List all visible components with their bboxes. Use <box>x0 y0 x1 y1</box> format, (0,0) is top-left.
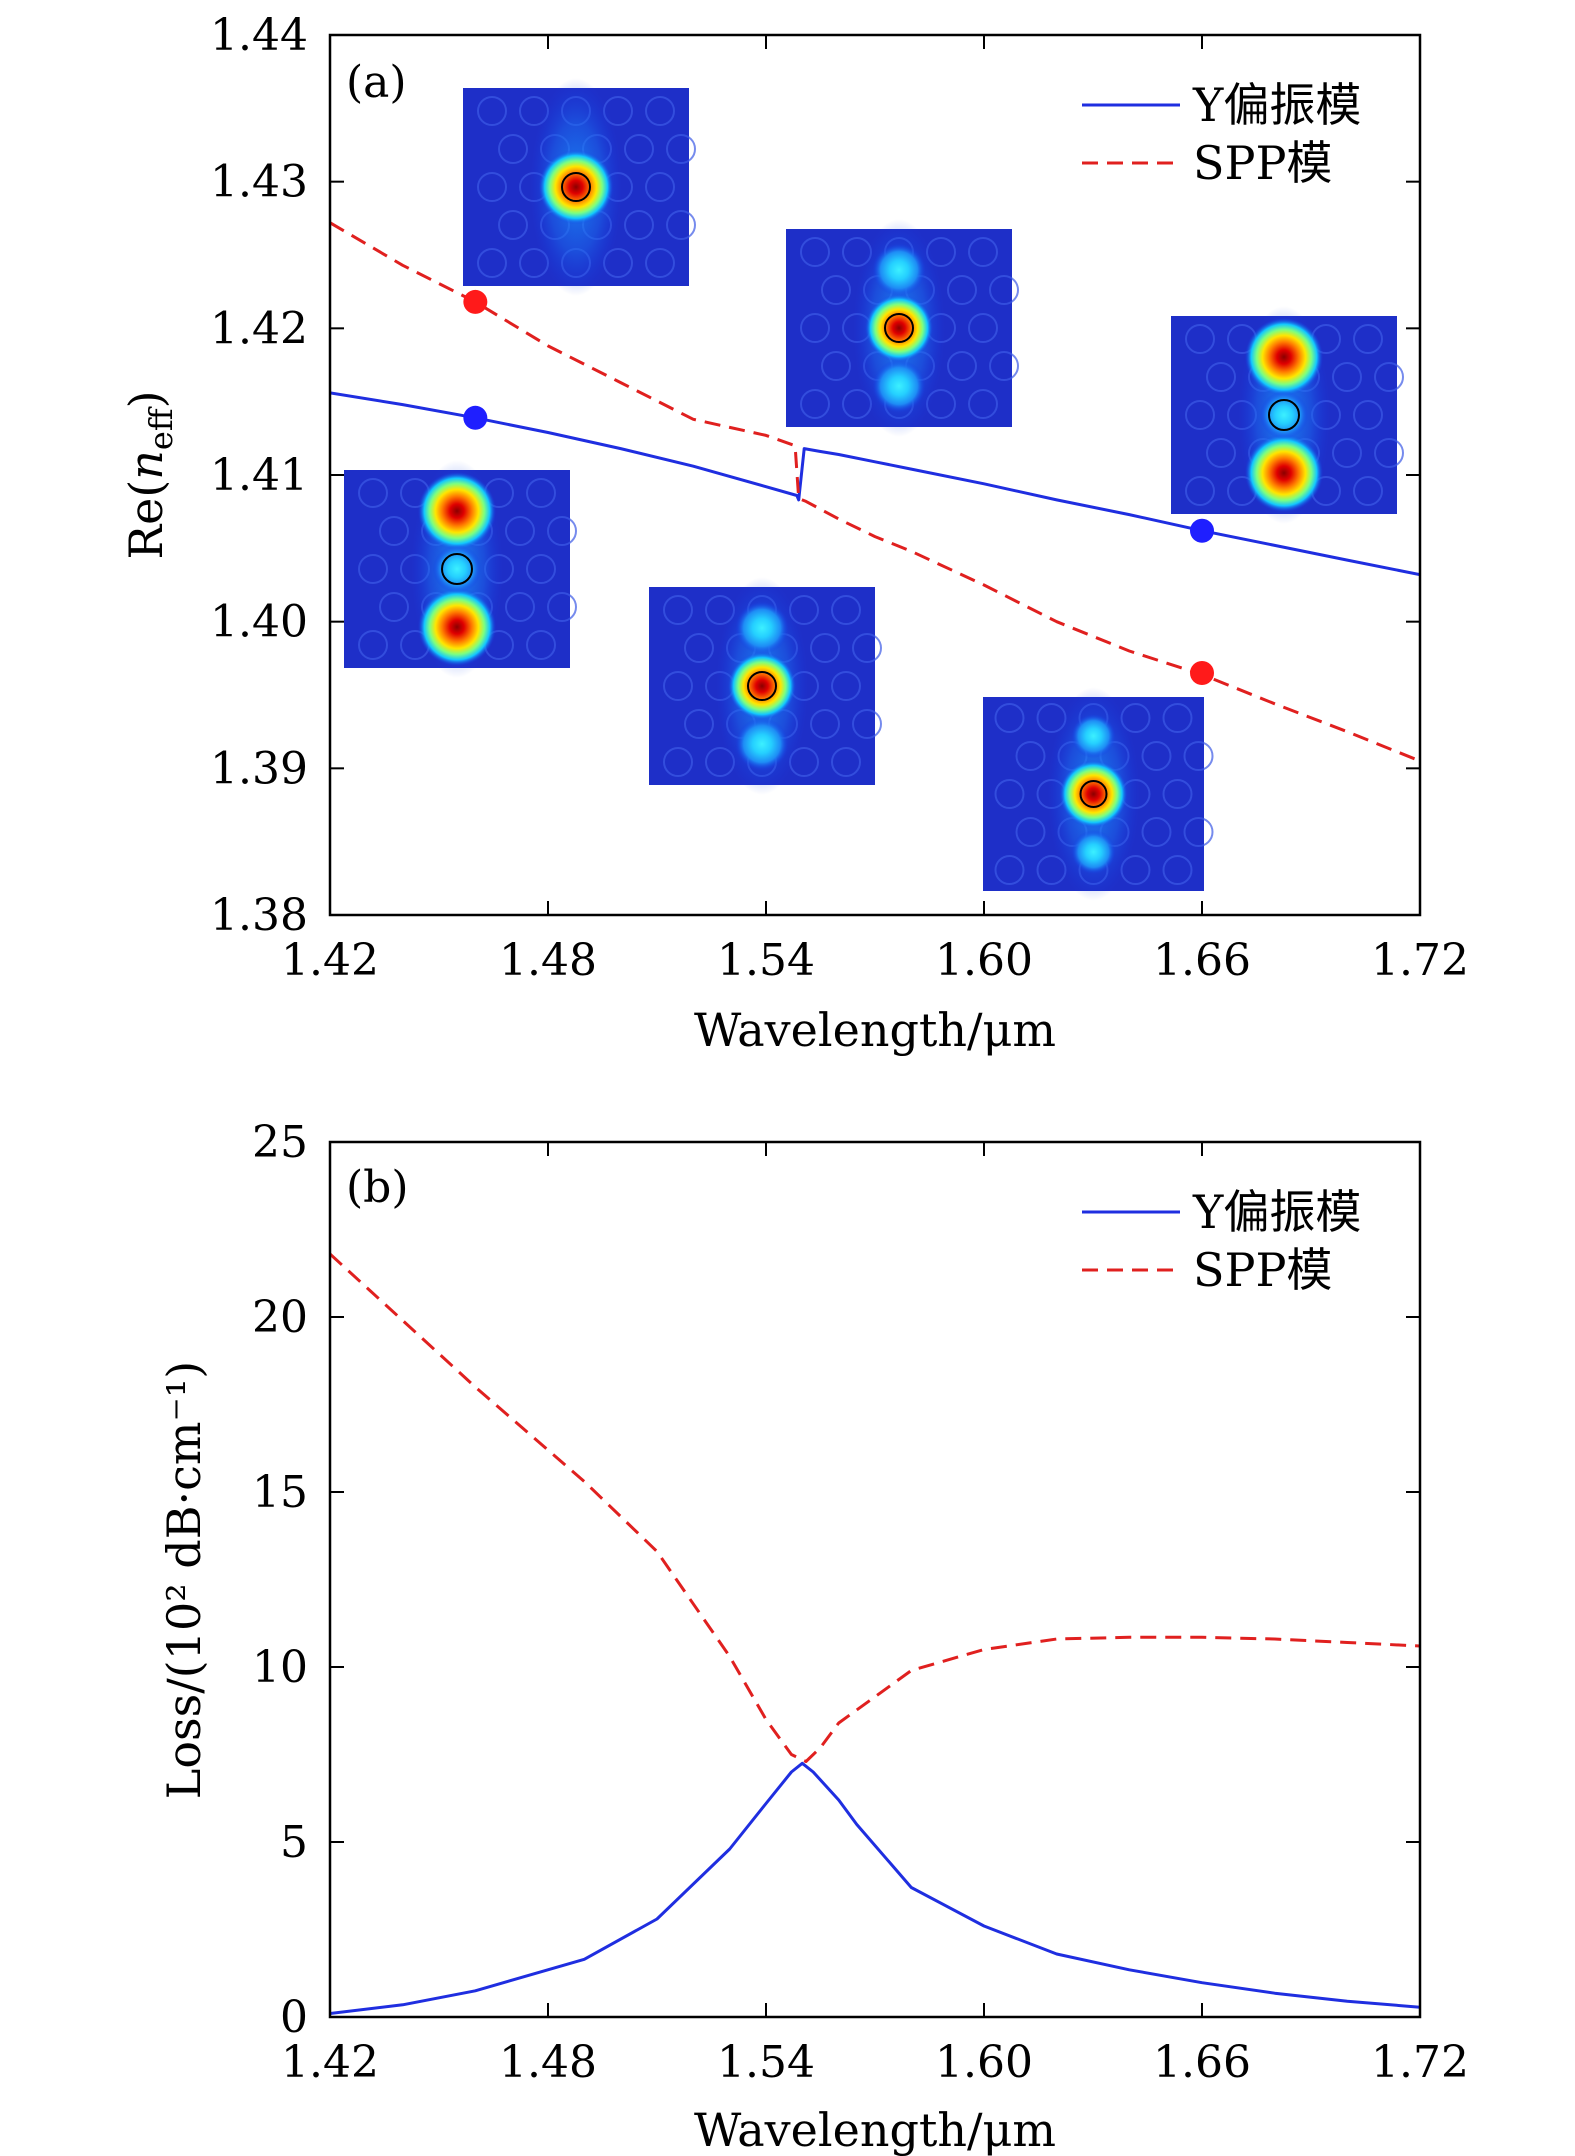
legend-label-spp-mode: SPP模 <box>1193 136 1332 190</box>
y-tick-label: 1.40 <box>210 597 308 648</box>
panel-a-frame <box>328 33 1422 917</box>
field-map-inset-3 <box>1171 306 1404 524</box>
y-tick-label: 15 <box>252 1467 308 1518</box>
x-tick-label: 1.54 <box>717 2037 815 2088</box>
panel-a-chart: 1.42 1.48 1.54 1.60 1.66 1.72 1.38 1.39 1.40 1.4… <box>119 10 1469 1057</box>
x-tick-label: 1.42 <box>281 2037 379 2088</box>
panel-b-series <box>330 1252 1420 2015</box>
y-mode-series-line <box>330 391 1420 577</box>
legend-label-y-mode: Y偏振模 <box>1192 78 1361 132</box>
y-tick-label: 10 <box>252 1642 308 1693</box>
y-tick-label: 1.42 <box>210 303 308 354</box>
spp-mode-series-line <box>330 221 1420 763</box>
x-tick-label: 1.42 <box>281 935 379 986</box>
x-tick-label: 1.48 <box>499 935 597 986</box>
panel-a-x-axis-label: Wavelength/μm <box>694 1003 1056 1057</box>
field-map-inset-5 <box>649 577 882 795</box>
x-tick-label: 1.66 <box>1153 2037 1251 2088</box>
panel-a-y-tick-labels: 1.38 1.39 1.40 1.41 1.42 1.43 1.44 <box>210 10 308 941</box>
x-tick-label: 1.54 <box>717 935 815 986</box>
y-tick-label: 1.38 <box>210 890 308 941</box>
highlight-point <box>1190 518 1214 543</box>
y-tick-label: 1.44 <box>210 10 308 61</box>
field-map-inset-2 <box>786 219 1019 437</box>
panel-a-markers <box>463 289 1214 685</box>
x-tick-label: 1.72 <box>1371 935 1469 986</box>
highlight-point <box>1190 661 1214 685</box>
panel-a-legend: Y偏振模 SPP模 <box>1082 78 1361 190</box>
y-tick-label: 20 <box>252 1292 308 1343</box>
highlight-point <box>463 289 488 314</box>
y-tick-label: 25 <box>252 1117 308 1168</box>
legend-label-spp-mode: SPP模 <box>1193 1243 1332 1297</box>
panel-b-y-axis-label: Loss/(10² dB·cm⁻¹) <box>157 1361 211 1799</box>
x-tick-label: 1.72 <box>1371 2037 1469 2088</box>
panel-b-x-axis-label: Wavelength/μm <box>694 2103 1056 2156</box>
x-tick-label: 1.48 <box>499 2037 597 2088</box>
panel-b-y-tick-labels: 0 5 10 15 20 25 <box>252 1117 308 2043</box>
x-tick-label: 1.60 <box>935 2037 1033 2088</box>
panel-a-insets <box>344 78 1404 901</box>
highlight-point <box>463 405 488 430</box>
field-map-inset-1 <box>463 78 696 296</box>
panel-b-x-tick-labels: 1.42 1.48 1.54 1.60 1.66 1.72 <box>281 2037 1469 2088</box>
spp-mode-series-line <box>330 1252 1420 1763</box>
y-tick-label: 1.43 <box>210 157 308 208</box>
y-mode-series-line <box>330 1761 1420 2015</box>
field-map-inset-4 <box>344 460 577 678</box>
panel-a-x-tick-labels: 1.42 1.48 1.54 1.60 1.66 1.72 <box>281 935 1469 986</box>
y-tick-label: 5 <box>280 1817 308 1868</box>
field-map-inset-6 <box>983 687 1214 901</box>
panel-b-label: (b) <box>346 1162 409 1213</box>
y-tick-label: 1.41 <box>210 450 308 501</box>
panel-a-series <box>330 221 1420 763</box>
panel-a-label: (a) <box>346 57 407 108</box>
panel-b-frame <box>328 1140 1422 2019</box>
x-tick-label: 1.66 <box>1153 935 1251 986</box>
panel-b-legend: Y偏振模 SPP模 <box>1082 1185 1361 1297</box>
panel-a-y-axis-label: Re(neff) <box>119 390 180 559</box>
y-tick-label: 0 <box>280 1992 308 2043</box>
x-tick-label: 1.60 <box>935 935 1033 986</box>
y-tick-label: 1.39 <box>210 743 308 794</box>
legend-label-y-mode: Y偏振模 <box>1192 1185 1361 1239</box>
